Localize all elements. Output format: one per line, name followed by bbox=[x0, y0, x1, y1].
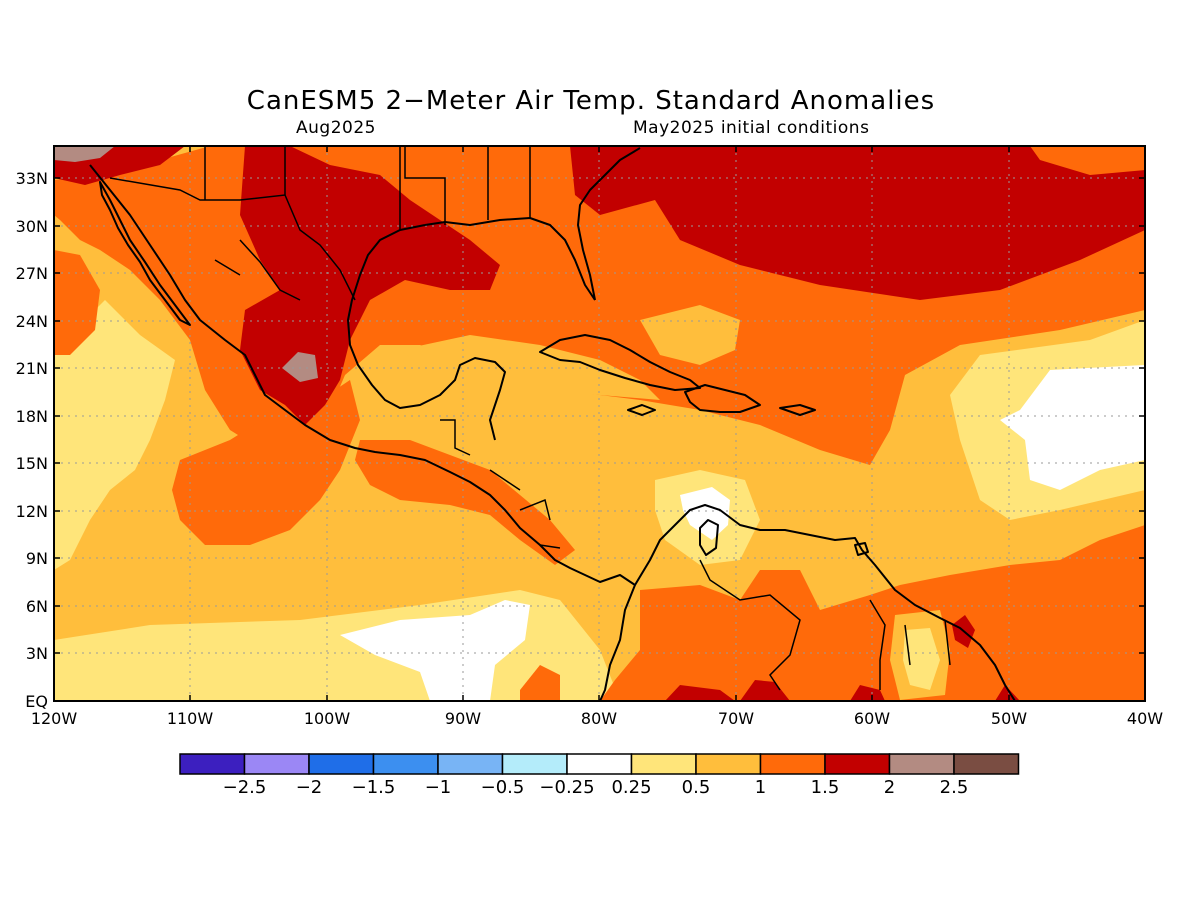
lon-label: 50W bbox=[991, 709, 1027, 728]
colorbar-swatch bbox=[566, 753, 633, 775]
colorbar-label: −1.5 bbox=[352, 777, 396, 798]
lat-label: 3N bbox=[26, 644, 48, 663]
colorbar-swatch bbox=[437, 753, 504, 775]
atlantic-coastline bbox=[577, 147, 641, 301]
lat-label: 21N bbox=[16, 359, 48, 378]
colorbar-swatch bbox=[888, 753, 955, 775]
field-1.5-2-amapa bbox=[995, 685, 1020, 701]
lon-label: 90W bbox=[445, 709, 481, 728]
lat-label: 9N bbox=[26, 549, 48, 568]
cuba-coastline bbox=[539, 334, 701, 391]
colorbar-swatch bbox=[695, 753, 762, 775]
lon-label: 100W bbox=[304, 709, 351, 728]
lat-label: 18N bbox=[16, 407, 48, 426]
map-title: CanESM5 2−Meter Air Temp. Standard Anoma… bbox=[246, 86, 936, 116]
colorbar-label: −0.5 bbox=[481, 777, 525, 798]
us-gulf-coastline bbox=[424, 217, 596, 301]
lon-label: 120W bbox=[31, 709, 78, 728]
field-1.5-2-atlantic bbox=[570, 146, 1145, 300]
colorbar-swatch bbox=[308, 753, 375, 775]
borders bbox=[109, 146, 951, 691]
colorbar-label: −0.25 bbox=[539, 777, 594, 798]
lat-label: 6N bbox=[26, 597, 48, 616]
field-1.5-2-venezuela-south bbox=[665, 685, 735, 701]
us-state-lines bbox=[204, 146, 531, 230]
coastlines bbox=[89, 147, 1016, 701]
lon-label: 70W bbox=[718, 709, 754, 728]
trinidad-coastline bbox=[854, 542, 869, 556]
south-america-borders bbox=[699, 559, 951, 691]
field-2-2.5-corner bbox=[54, 146, 115, 162]
colorbar: −2.5 −2 −1.5 −1 −0.5 −0.25 0.25 0.5 1 1.5 2 2.5 bbox=[179, 753, 1020, 798]
lat-label: EQ bbox=[25, 692, 48, 711]
colorbar-label: 2.5 bbox=[940, 777, 969, 798]
colorbar-swatch bbox=[179, 753, 246, 775]
colorbar-label: 1 bbox=[755, 777, 766, 798]
colorbar-swatch bbox=[243, 753, 310, 775]
central-america-borders bbox=[440, 419, 561, 549]
colorbar-label: 1.5 bbox=[811, 777, 840, 798]
hispaniola-coastline bbox=[684, 384, 761, 413]
field-2-2.5-mexico bbox=[282, 352, 318, 382]
map-gridlines bbox=[54, 146, 1145, 701]
field-1-1.5-colombia-south bbox=[520, 665, 560, 701]
colorbar-label: −2.5 bbox=[223, 777, 267, 798]
colorbar-swatch bbox=[501, 753, 568, 775]
colorbar-label: −1 bbox=[425, 777, 452, 798]
south-america-coastline bbox=[634, 504, 1016, 701]
field-below-0.25-east bbox=[1000, 365, 1145, 490]
lat-label: 27N bbox=[16, 264, 48, 283]
lon-label: 80W bbox=[581, 709, 617, 728]
lat-label: 12N bbox=[16, 502, 48, 521]
lat-label: 15N bbox=[16, 454, 48, 473]
longitude-labels: 120W 110W 100W 90W 80W 70W 60W 50W 40W bbox=[31, 709, 1163, 728]
latitude-labels: 33N 30N 27N 24N 21N 18N 15N 12N 9N 6N 3N… bbox=[16, 169, 48, 711]
gulf-coastline bbox=[347, 224, 506, 441]
pacific-coastline bbox=[89, 164, 636, 701]
colorbar-swatch bbox=[953, 753, 1020, 775]
colorbar-swatch bbox=[824, 753, 891, 775]
baja-coastline bbox=[99, 181, 191, 326]
lat-label: 30N bbox=[16, 217, 48, 236]
lon-label: 60W bbox=[854, 709, 890, 728]
field-0.5-1-bahamas-patch bbox=[640, 305, 740, 365]
lat-label: 33N bbox=[16, 169, 48, 188]
lat-label: 24N bbox=[16, 312, 48, 331]
field-1-1.5-central-america bbox=[355, 440, 575, 565]
lake-maracaibo bbox=[699, 519, 719, 556]
field-below-0.25-pacific bbox=[340, 600, 530, 701]
colorbar-label: 0.25 bbox=[611, 777, 651, 798]
valid-month-label: Aug2025 bbox=[296, 118, 376, 138]
field-0.25-0.5-west bbox=[54, 300, 175, 570]
colorbar-swatch bbox=[759, 753, 826, 775]
lon-label: 110W bbox=[167, 709, 214, 728]
initial-conditions-label: May2025 initial conditions bbox=[633, 118, 870, 138]
field-0.25-0.5-guiana-inner bbox=[903, 628, 940, 690]
colorbar-swatch bbox=[630, 753, 697, 775]
colorbar-label: 0.5 bbox=[682, 777, 711, 798]
colorbar-label: 2 bbox=[884, 777, 895, 798]
puerto-rico-coastline bbox=[779, 404, 816, 416]
colorbar-swatch bbox=[372, 753, 439, 775]
colorbar-label: −2 bbox=[296, 777, 323, 798]
lon-label: 40W bbox=[1127, 709, 1163, 728]
anomaly-field bbox=[54, 146, 1145, 701]
tick-marks bbox=[54, 146, 1145, 701]
field-1-1.5-pacific-west bbox=[54, 250, 100, 355]
jamaica-coastline bbox=[627, 404, 656, 416]
mexico-state-lines bbox=[214, 239, 301, 301]
field-1.5-2-guyana bbox=[850, 685, 885, 701]
